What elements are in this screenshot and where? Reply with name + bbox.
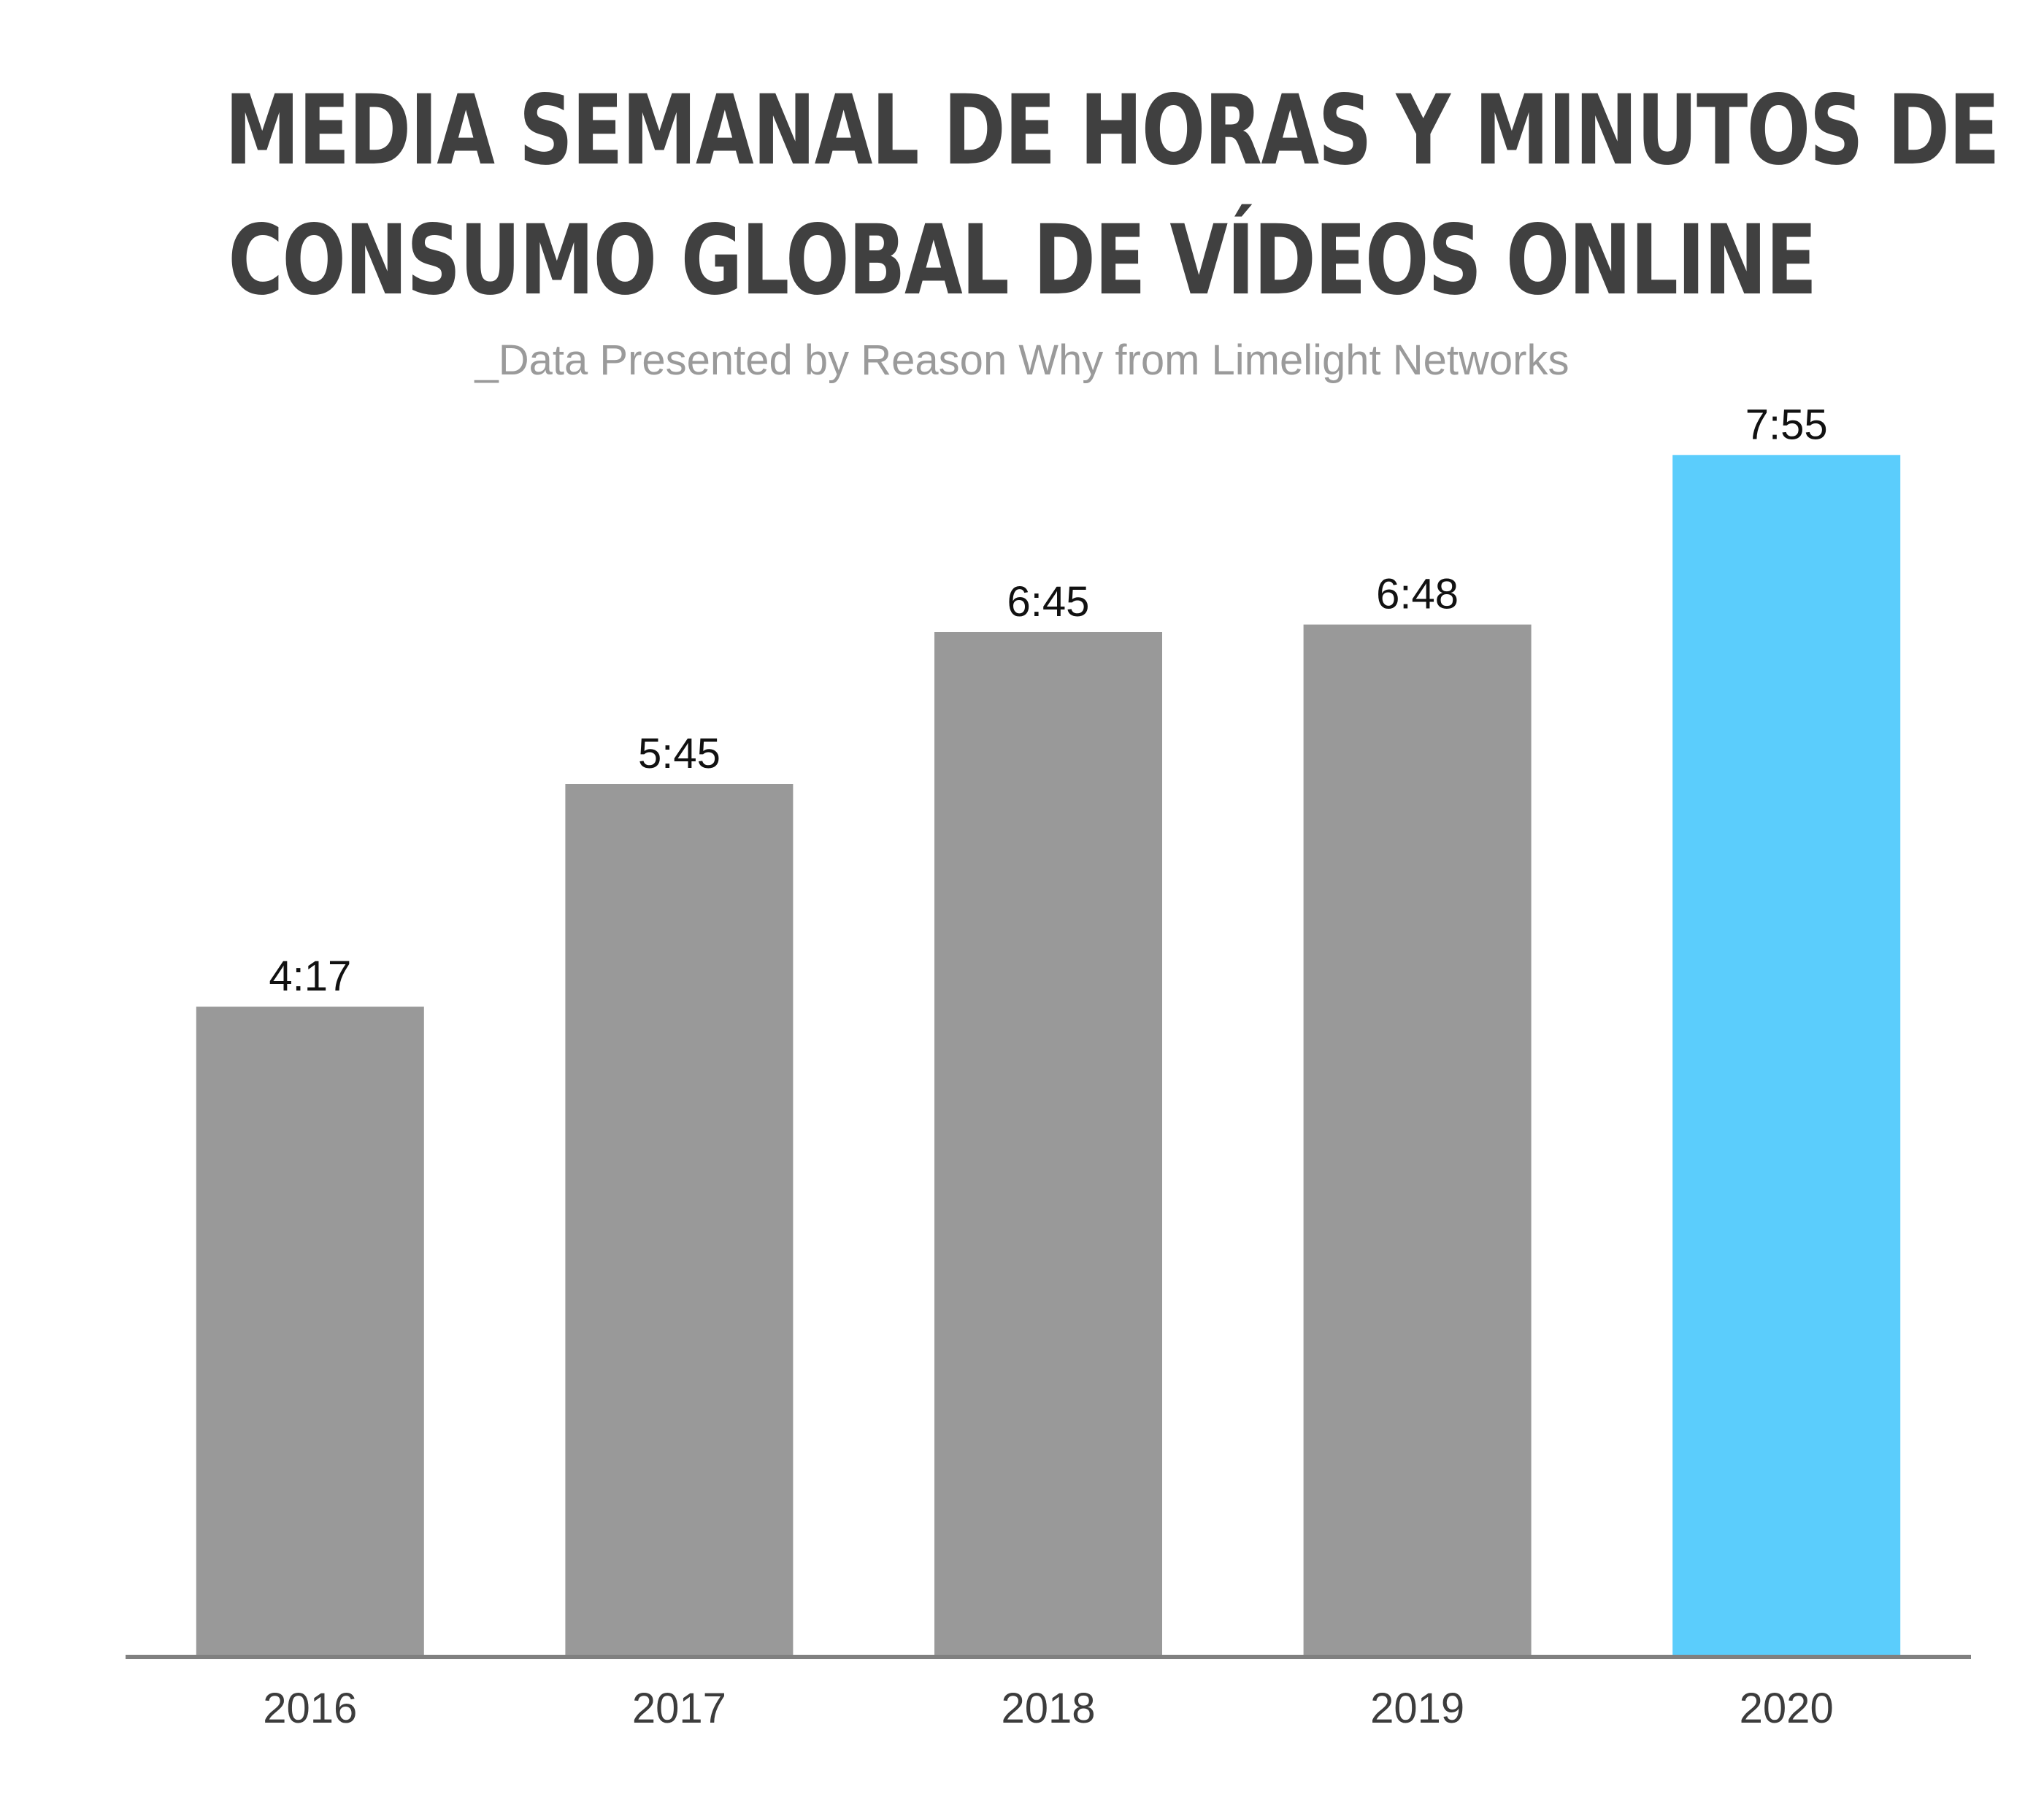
chart-header: MEDIA SEMANAL DE HORAS Y MINUTOS DE CONS… [0, 66, 2044, 390]
bar-2020 [1672, 455, 1901, 1657]
data-label-2016: 4:17 [269, 953, 351, 1000]
x-tick-label-2019: 2019 [1370, 1685, 1464, 1732]
x-tick-label-2020: 2020 [1740, 1685, 1834, 1732]
chart-subtitle: _Data Presented by Reason Why from Limel… [474, 337, 1570, 384]
bar-2018 [934, 632, 1162, 1657]
chart-title-line-1: MEDIA SEMANAL DE HORAS Y MINUTOS DE [225, 74, 2000, 187]
bar-2017 [565, 784, 794, 1657]
data-label-2017: 5:45 [638, 730, 721, 777]
chart-title-line-2: CONSUMO GLOBAL DE VÍDEOS ONLINE [228, 204, 1817, 317]
bar-2019 [1303, 624, 1532, 1657]
data-label-2020: 7:55 [1745, 401, 1828, 448]
x-tick-label-2018: 2018 [1001, 1685, 1095, 1732]
x-tick-label-2016: 2016 [263, 1685, 357, 1732]
data-label-2019: 6:48 [1376, 571, 1459, 618]
x-tick-label-2017: 2017 [632, 1685, 726, 1732]
bar-2016 [196, 1007, 424, 1657]
data-label-2018: 6:45 [1007, 578, 1090, 626]
